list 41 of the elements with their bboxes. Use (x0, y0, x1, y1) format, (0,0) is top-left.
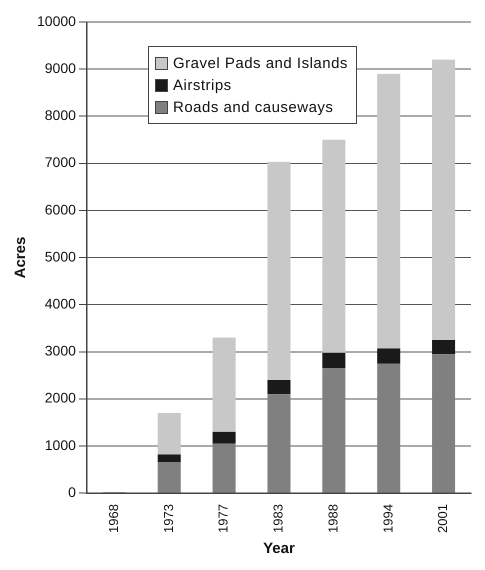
x-tick-label: 1994 (380, 504, 396, 533)
x-tick-label: 1983 (270, 504, 286, 533)
y-tick-label: 9000 (44, 60, 76, 76)
bar (158, 412, 181, 454)
x-axis-title: Year (263, 540, 295, 558)
bar (432, 340, 456, 354)
bar (377, 74, 400, 348)
bar (212, 444, 236, 493)
bar (212, 432, 236, 444)
y-tick-label: 1000 (44, 436, 76, 453)
bar (432, 60, 456, 340)
y-tick-label: 2000 (44, 390, 76, 406)
y-tick-label: 8000 (44, 107, 76, 124)
y-tick-label: 5000 (44, 248, 76, 264)
bar (377, 364, 400, 493)
x-tick-label: 1968 (106, 504, 121, 533)
x-tick-label: 1977 (216, 504, 231, 533)
legend-label: Airstrips (173, 76, 232, 94)
bar (267, 380, 290, 394)
y-tick-label: 10000 (36, 12, 76, 29)
bar (267, 394, 290, 493)
x-tick-label: 2001 (435, 504, 450, 533)
bar (158, 454, 181, 462)
bar (322, 368, 346, 493)
y-axis-title: Acres (12, 236, 30, 278)
y-tick-label: 4000 (44, 296, 76, 312)
y-tick-label: 0 (68, 484, 76, 500)
legend-label: Roads and causeways (173, 98, 334, 116)
bar (322, 352, 346, 368)
bar (267, 162, 290, 380)
x-tick-label: 1988 (325, 504, 340, 533)
legend-label: Gravel Pads and Islands (173, 54, 348, 72)
bar (432, 354, 456, 493)
bar (377, 348, 400, 364)
x-tick-label: 1973 (160, 504, 176, 533)
y-tick-label: 3000 (44, 342, 76, 359)
y-tick-label: 6000 (44, 201, 76, 218)
bar (212, 338, 236, 432)
bar (322, 140, 346, 353)
y-tick-label: 7000 (44, 154, 76, 170)
bar (158, 462, 181, 493)
